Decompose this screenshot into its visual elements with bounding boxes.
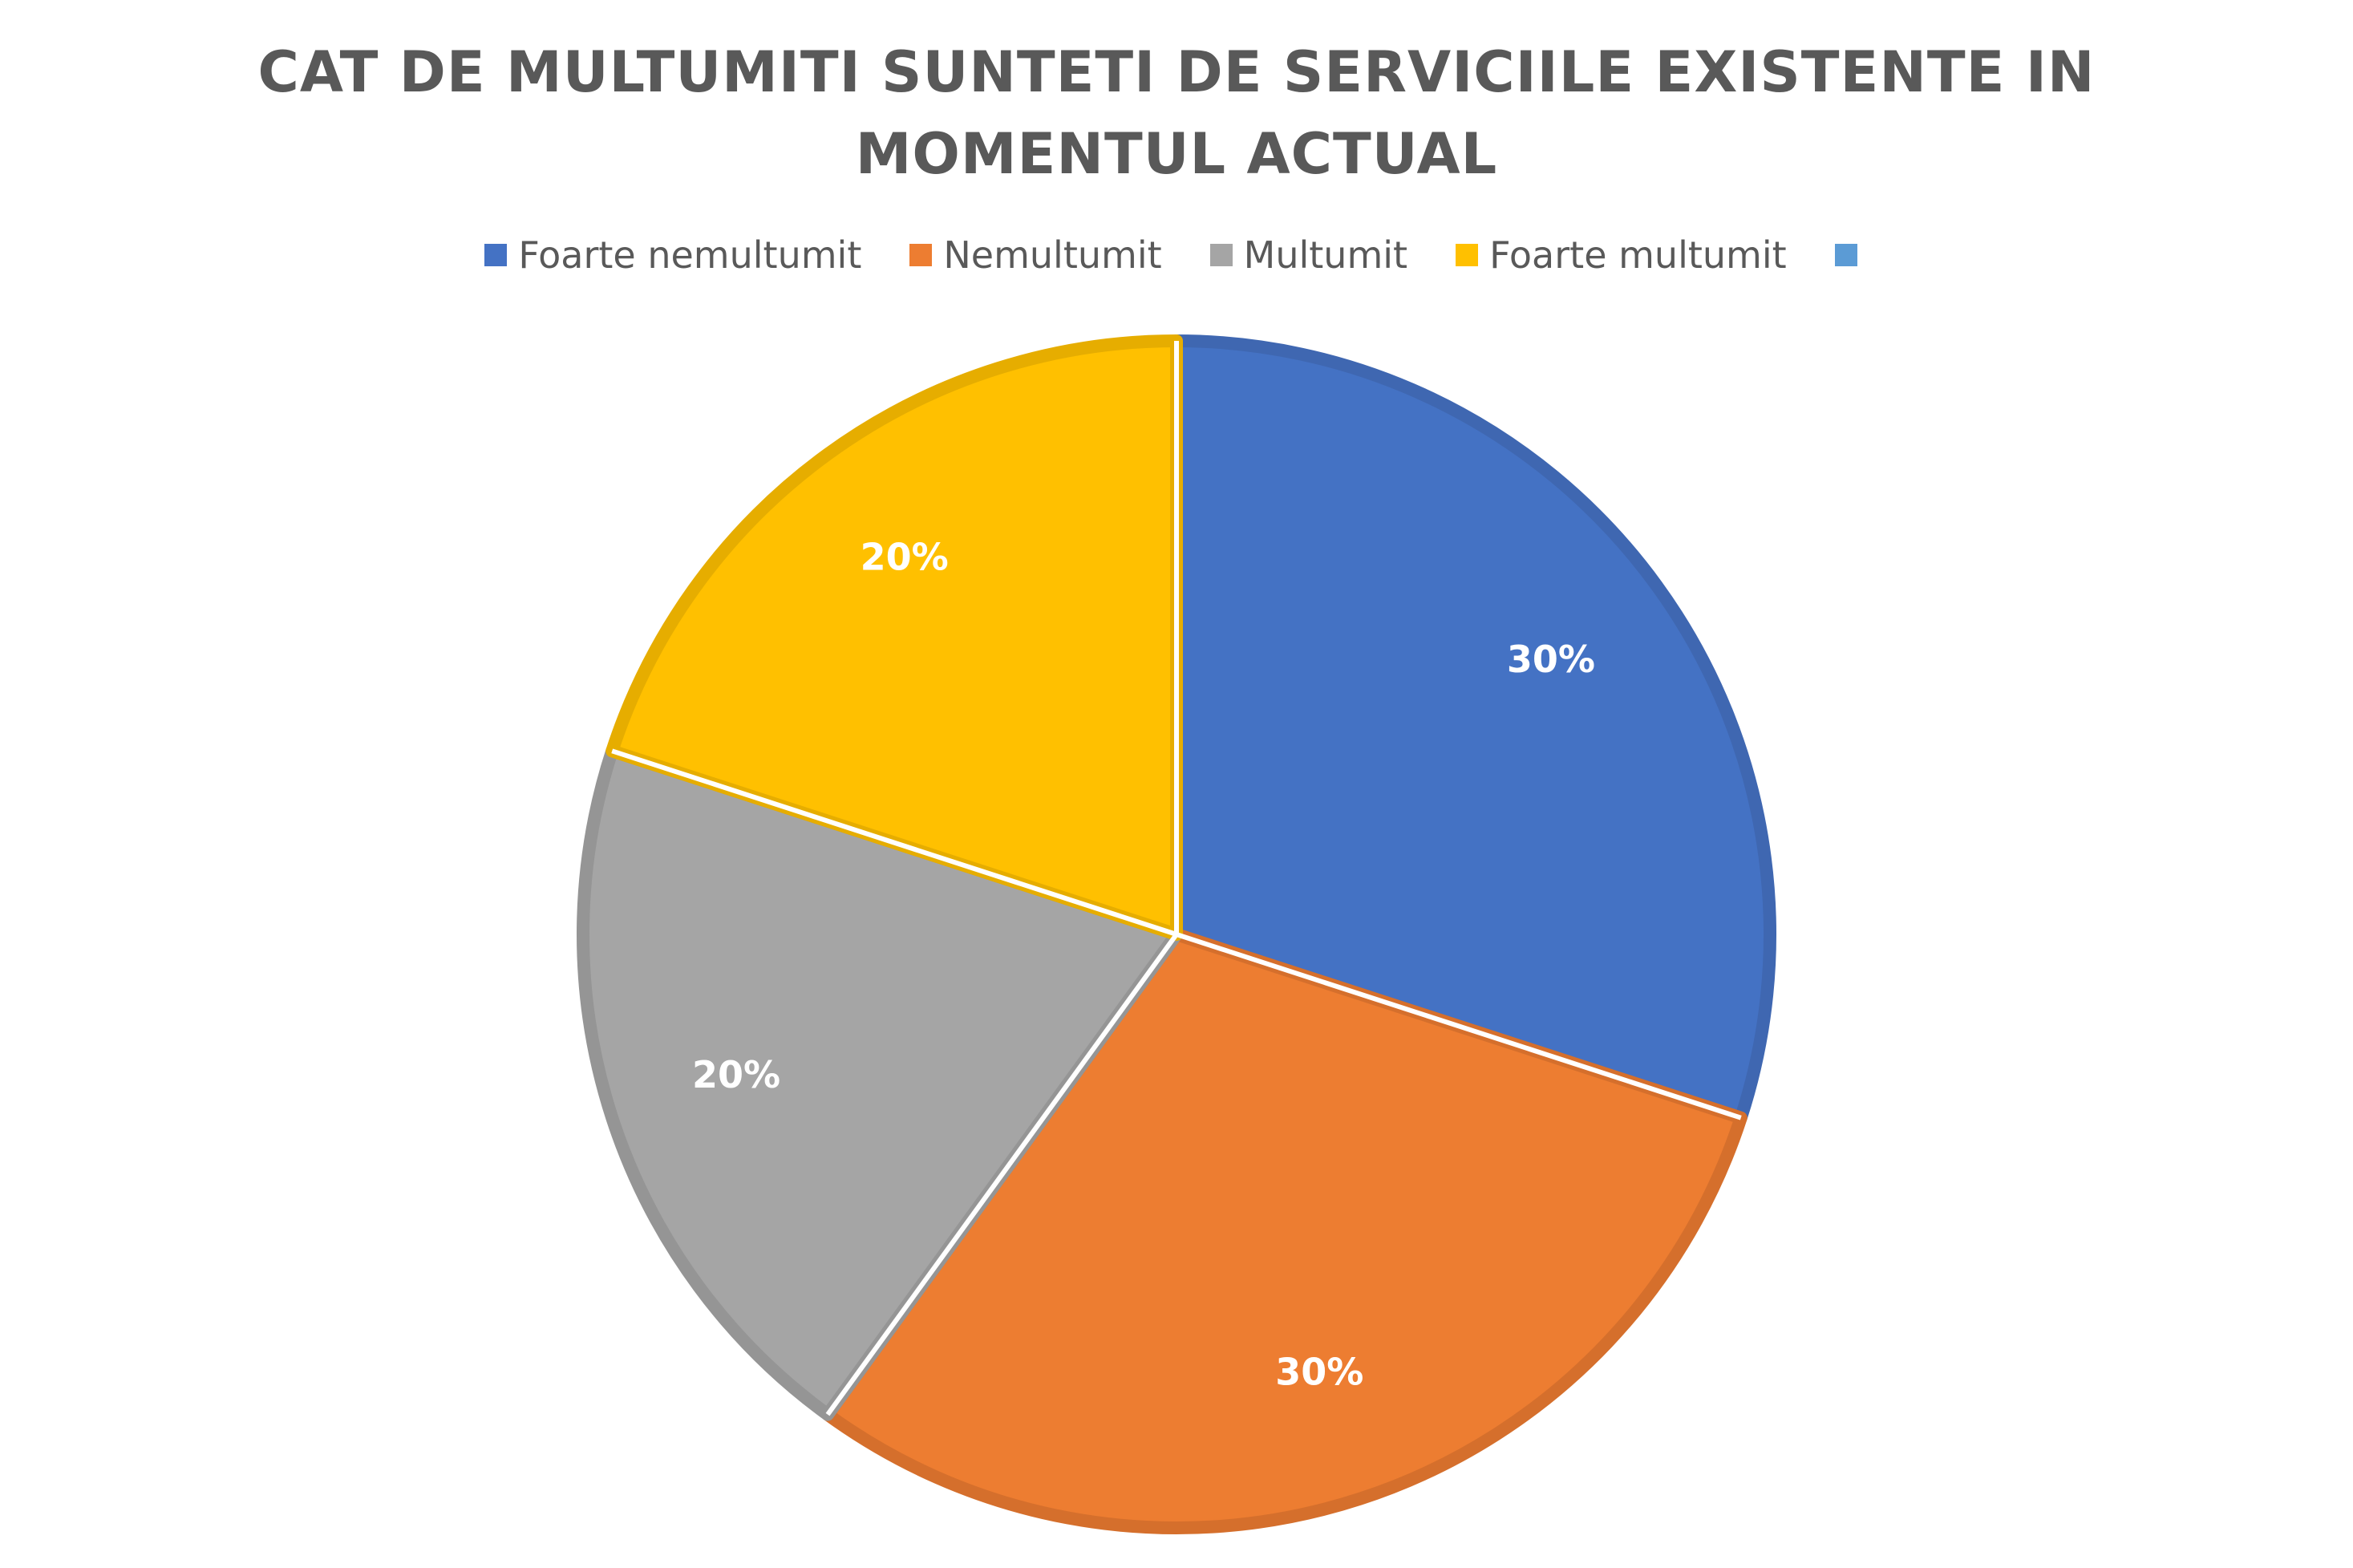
legend-swatch bbox=[484, 244, 508, 266]
legend-item bbox=[1834, 231, 1869, 279]
slice-separator bbox=[611, 748, 1177, 937]
legend-label: Nemultumit bbox=[943, 233, 1162, 277]
legend-label: Foarte nemultumit bbox=[518, 233, 862, 277]
chart-legend: Foarte nemultumit Nemultumit Multumit Foart… bbox=[0, 231, 2353, 279]
legend-label: Foarte multumit bbox=[1489, 233, 1787, 277]
pie-data-label: 30% bbox=[1275, 1350, 1363, 1393]
chart-title-line-1: CAT DE MULTUMITI SUNTETI DE SERVICIILE E… bbox=[257, 39, 2096, 105]
pie-slice bbox=[577, 744, 1183, 1421]
pie-data-label: 20% bbox=[692, 1053, 780, 1096]
pie-data-labels: 30% 30% 20% 20% bbox=[611, 341, 1742, 1416]
slice-separator bbox=[1176, 932, 1742, 1120]
pie-slices bbox=[577, 334, 1776, 1534]
legend-item: Nemultumit bbox=[909, 231, 1162, 279]
legend-swatch bbox=[1209, 244, 1233, 266]
legend-item: Multumit bbox=[1209, 231, 1408, 279]
legend-swatch bbox=[1456, 244, 1479, 266]
legend-item: Foarte nemultumit bbox=[484, 231, 861, 279]
pie-slice bbox=[1170, 334, 1776, 1124]
legend-swatch bbox=[1834, 244, 1857, 266]
legend-label: Multumit bbox=[1243, 233, 1408, 277]
slice-separator bbox=[825, 933, 1179, 1416]
chart-title-line-2: MOMENTUL ACTUAL bbox=[855, 121, 1498, 187]
pie-slice bbox=[821, 928, 1748, 1534]
legend-item: Foarte multumit bbox=[1456, 231, 1787, 279]
legend-swatch bbox=[909, 244, 933, 266]
pie-data-label: 20% bbox=[861, 536, 949, 579]
pie-slice bbox=[605, 334, 1183, 941]
pie-data-label: 30% bbox=[1507, 638, 1595, 681]
